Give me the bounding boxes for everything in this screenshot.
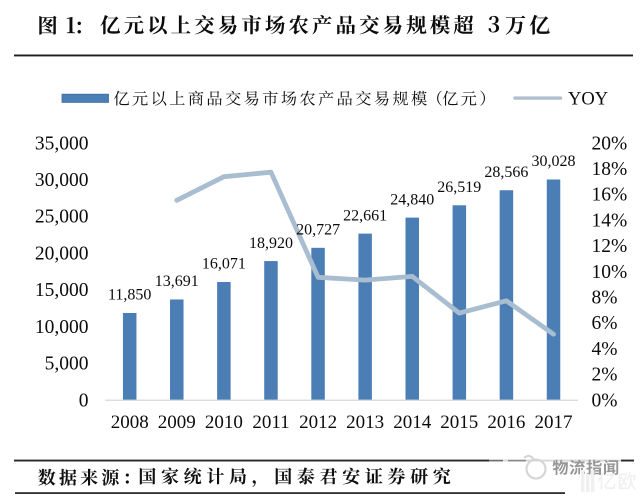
svg-text:2012: 2012	[299, 412, 337, 433]
svg-text:28,566: 28,566	[484, 164, 528, 181]
svg-text:11,850: 11,850	[108, 287, 151, 304]
svg-text:6%: 6%	[592, 313, 618, 334]
svg-text:4%: 4%	[592, 339, 618, 360]
svg-text:30,000: 30,000	[35, 170, 89, 191]
svg-text:0: 0	[79, 390, 89, 411]
svg-text:18%: 18%	[592, 159, 628, 180]
svg-text:2011: 2011	[252, 412, 289, 433]
svg-text:2016: 2016	[487, 412, 525, 433]
svg-text:14%: 14%	[592, 210, 628, 231]
svg-text:2%: 2%	[592, 365, 618, 386]
svg-text:20,727: 20,727	[296, 222, 340, 239]
svg-text:5,000: 5,000	[45, 354, 89, 375]
svg-text:20%: 20%	[592, 133, 628, 154]
svg-text:10%: 10%	[592, 262, 628, 283]
svg-text:2008: 2008	[111, 412, 149, 433]
svg-text:10,000: 10,000	[35, 317, 89, 338]
svg-text:2013: 2013	[346, 412, 384, 433]
svg-text:25,000: 25,000	[35, 207, 89, 228]
svg-text:2017: 2017	[535, 412, 573, 433]
svg-text:26,519: 26,519	[437, 179, 481, 196]
svg-text:12%: 12%	[592, 236, 628, 257]
svg-text:0%: 0%	[592, 390, 618, 411]
svg-text:2009: 2009	[158, 412, 196, 433]
svg-text:35,000: 35,000	[35, 133, 89, 154]
svg-text:18,920: 18,920	[249, 235, 293, 252]
svg-text:2010: 2010	[205, 412, 243, 433]
svg-text:16,071: 16,071	[202, 256, 246, 273]
svg-text:13,691: 13,691	[155, 273, 199, 290]
svg-text:YOY: YOY	[568, 90, 608, 110]
svg-text:8%: 8%	[592, 288, 618, 309]
svg-text:20,000: 20,000	[35, 243, 89, 264]
svg-text:15,000: 15,000	[35, 280, 89, 301]
svg-text:30,028: 30,028	[532, 153, 576, 170]
svg-text:2015: 2015	[440, 412, 478, 433]
svg-text:2014: 2014	[393, 412, 432, 433]
svg-text:24,840: 24,840	[390, 191, 434, 208]
svg-text:22,661: 22,661	[343, 207, 387, 224]
svg-text:16%: 16%	[592, 185, 628, 206]
